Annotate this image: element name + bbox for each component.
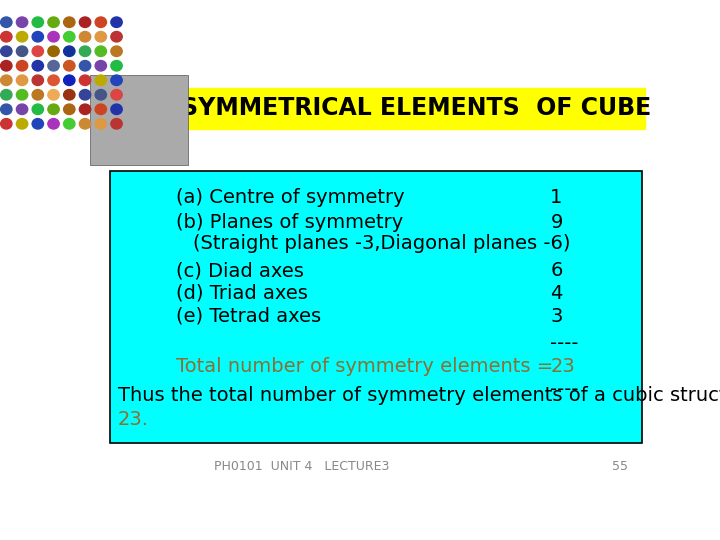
Circle shape <box>17 90 27 100</box>
Text: Thus the total number of symmetry elements of a cubic structure is: Thus the total number of symmetry elemen… <box>118 386 720 405</box>
Circle shape <box>95 119 107 129</box>
Circle shape <box>1 104 12 114</box>
Circle shape <box>48 104 59 114</box>
Circle shape <box>32 90 43 100</box>
Circle shape <box>111 17 122 28</box>
Circle shape <box>95 90 107 100</box>
Text: PH0101  UNIT 4   LECTURE3: PH0101 UNIT 4 LECTURE3 <box>215 461 390 474</box>
Circle shape <box>48 31 59 42</box>
Text: 4: 4 <box>550 284 563 303</box>
Text: 23: 23 <box>550 357 575 376</box>
Circle shape <box>17 31 27 42</box>
Circle shape <box>48 90 59 100</box>
Circle shape <box>48 17 59 28</box>
Text: (d) Triad axes: (d) Triad axes <box>176 284 308 303</box>
Circle shape <box>17 46 27 57</box>
Circle shape <box>1 17 12 28</box>
Circle shape <box>63 75 75 85</box>
Circle shape <box>95 104 107 114</box>
Circle shape <box>32 31 43 42</box>
Text: 3: 3 <box>550 307 563 326</box>
Circle shape <box>48 46 59 57</box>
Circle shape <box>79 46 91 57</box>
Circle shape <box>32 46 43 57</box>
Text: ----: ---- <box>550 380 579 399</box>
Circle shape <box>79 75 91 85</box>
FancyBboxPatch shape <box>90 75 188 165</box>
Circle shape <box>95 60 107 71</box>
Text: 9: 9 <box>550 213 563 232</box>
Circle shape <box>111 60 122 71</box>
Circle shape <box>95 31 107 42</box>
Circle shape <box>111 119 122 129</box>
Circle shape <box>32 60 43 71</box>
Text: 23.: 23. <box>118 409 149 429</box>
Circle shape <box>17 75 27 85</box>
FancyBboxPatch shape <box>188 87 645 129</box>
Circle shape <box>95 17 107 28</box>
Circle shape <box>111 46 122 57</box>
Circle shape <box>95 46 107 57</box>
Text: ----: ---- <box>550 334 579 353</box>
Circle shape <box>1 46 12 57</box>
Text: (c) Diad axes: (c) Diad axes <box>176 261 305 280</box>
Circle shape <box>63 31 75 42</box>
Circle shape <box>63 17 75 28</box>
Text: (e) Tetrad axes: (e) Tetrad axes <box>176 307 322 326</box>
Text: 55: 55 <box>613 461 629 474</box>
Circle shape <box>17 17 27 28</box>
Text: Total number of symmetry elements =: Total number of symmetry elements = <box>176 357 554 376</box>
Circle shape <box>17 104 27 114</box>
Circle shape <box>32 119 43 129</box>
Circle shape <box>111 75 122 85</box>
Circle shape <box>32 75 43 85</box>
Circle shape <box>1 31 12 42</box>
Circle shape <box>63 104 75 114</box>
Text: (a) Centre of symmetry: (a) Centre of symmetry <box>176 188 405 207</box>
Circle shape <box>111 104 122 114</box>
Circle shape <box>32 17 43 28</box>
Circle shape <box>63 46 75 57</box>
Circle shape <box>63 119 75 129</box>
FancyBboxPatch shape <box>109 171 642 443</box>
Circle shape <box>48 60 59 71</box>
Circle shape <box>79 17 91 28</box>
Circle shape <box>17 60 27 71</box>
Circle shape <box>48 75 59 85</box>
Circle shape <box>17 119 27 129</box>
Circle shape <box>95 75 107 85</box>
Text: 6: 6 <box>550 261 563 280</box>
Circle shape <box>63 90 75 100</box>
Text: (b) Planes of symmetry: (b) Planes of symmetry <box>176 213 404 232</box>
Circle shape <box>48 119 59 129</box>
Circle shape <box>1 90 12 100</box>
Circle shape <box>79 90 91 100</box>
Circle shape <box>111 90 122 100</box>
Text: (Straight planes -3,Diagonal planes -6): (Straight planes -3,Diagonal planes -6) <box>193 234 571 253</box>
Circle shape <box>32 104 43 114</box>
Circle shape <box>63 60 75 71</box>
Circle shape <box>79 119 91 129</box>
Circle shape <box>1 75 12 85</box>
Circle shape <box>111 31 122 42</box>
Circle shape <box>79 31 91 42</box>
Text: 1: 1 <box>550 188 563 207</box>
Text: SYMMETRICAL ELEMENTS  OF CUBE: SYMMETRICAL ELEMENTS OF CUBE <box>181 97 652 120</box>
Circle shape <box>1 119 12 129</box>
Circle shape <box>79 60 91 71</box>
Circle shape <box>1 60 12 71</box>
Circle shape <box>79 104 91 114</box>
